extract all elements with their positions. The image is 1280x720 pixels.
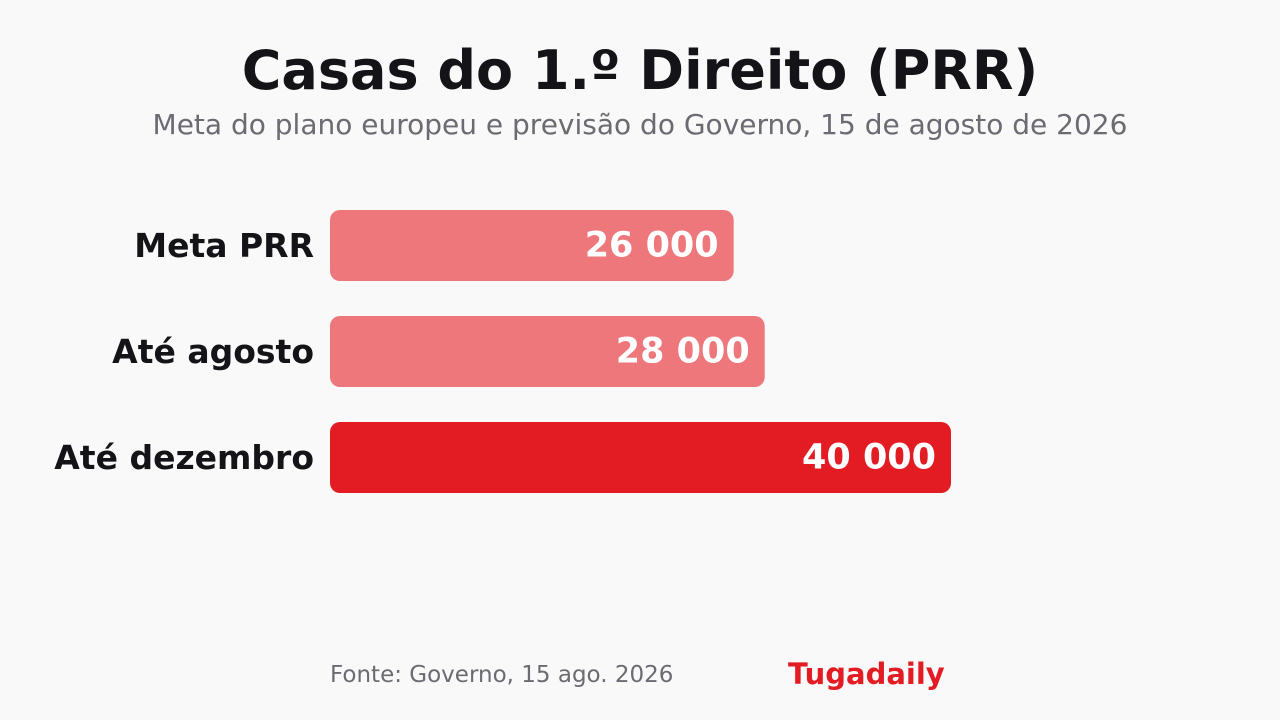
- category-label-2: Até dezembro: [54, 438, 314, 477]
- bar-0: [330, 210, 734, 281]
- brand-logo: Tugadaily: [788, 657, 945, 691]
- source-note: Fonte: Governo, 15 ago. 2026: [330, 662, 674, 688]
- value-label-0: 26 000: [585, 226, 719, 266]
- category-label-0: Meta PRR: [134, 226, 314, 265]
- bar-1: [330, 316, 765, 387]
- chart-title: Casas do 1.º Direito (PRR): [241, 39, 1039, 102]
- value-label-2: 40 000: [802, 438, 936, 478]
- value-label-1: 28 000: [616, 332, 750, 372]
- bar-2: [330, 422, 951, 493]
- chart-subtitle: Meta do plano europeu e previsão do Gove…: [152, 108, 1128, 141]
- category-label-1: Até agosto: [112, 332, 314, 371]
